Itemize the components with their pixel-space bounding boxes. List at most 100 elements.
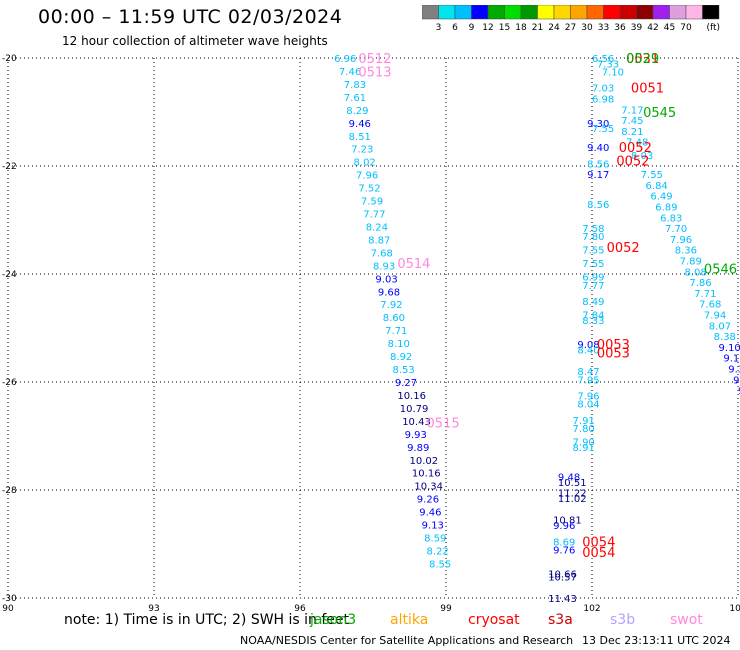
- pass-time-annotation: 0515: [427, 417, 460, 432]
- wave-height-label: 7.03: [592, 84, 614, 95]
- y-tick-label: -24: [2, 270, 17, 280]
- wave-height-label: 7.92: [380, 300, 402, 311]
- wave-height-label: 6.89: [655, 203, 677, 214]
- wave-height-label: 8.02: [354, 158, 376, 169]
- pass-time-annotation: 0545: [643, 106, 676, 121]
- wave-height-label: 7.45: [621, 116, 643, 127]
- x-tick-label: 96: [294, 604, 306, 614]
- wave-height-label: 10.43: [402, 417, 431, 428]
- wave-height-label: 9.26: [417, 495, 439, 506]
- legend-label: 33: [598, 23, 609, 31]
- wave-height-label: 8.56: [587, 159, 609, 170]
- wave-height-label: 6.49: [650, 192, 672, 203]
- wave-height-label: 8.10: [388, 339, 410, 350]
- pass-time-annotation: 0051: [631, 82, 664, 97]
- wave-height-label: 8.04: [577, 400, 599, 411]
- legend-label: 30: [581, 23, 593, 31]
- wave-height-label: 7.61: [344, 93, 366, 104]
- wave-height-label: 7.48: [626, 138, 648, 149]
- wave-height-label: 6.99: [582, 273, 604, 284]
- wave-height-label: 7.84: [582, 311, 604, 322]
- wave-height-label: 10.51: [558, 478, 587, 489]
- legend-unit: (ft): [707, 23, 721, 31]
- wave-height-label: 7.70: [665, 224, 687, 235]
- pass-time-annotation: 0053: [597, 346, 630, 361]
- wave-height-label: 7.89: [680, 257, 702, 268]
- wave-height-label: 9.27: [395, 378, 417, 389]
- wave-height-label: 8.93: [373, 261, 395, 272]
- wave-height-label: 7.17: [621, 105, 643, 116]
- wave-height-label: 8.51: [349, 132, 371, 143]
- wave-height-label: 8.03: [631, 151, 653, 162]
- legend-label: 21: [532, 23, 543, 31]
- y-tick-label: -28: [2, 486, 17, 496]
- wave-height-label: 7.68: [699, 300, 721, 311]
- x-tick-label: 102: [583, 604, 600, 614]
- legend-label: 24: [548, 23, 560, 31]
- wave-height-label: 7.83: [344, 80, 366, 91]
- x-tick-label: 105: [729, 604, 740, 614]
- legend-label: 9: [469, 23, 475, 31]
- wave-height-label: 7.96: [577, 392, 599, 403]
- wave-height-label: 7.71: [694, 289, 716, 300]
- credit-text: NOAA/NESDIS Center for Satellite Applica…: [240, 634, 574, 647]
- wave-height-label: 7.58: [582, 224, 604, 235]
- legend-label: 12: [482, 23, 493, 31]
- wave-height-label: 9.44: [738, 386, 740, 397]
- wave-height-label: 8.40: [577, 346, 599, 357]
- wave-height-label: 7.46: [339, 67, 361, 78]
- wave-height-label: 7.59: [361, 197, 383, 208]
- legend-label: 15: [499, 23, 510, 31]
- wave-height-label: 7.71: [385, 326, 407, 337]
- satellite-label-altika: altika: [390, 612, 429, 628]
- wave-height-label: 7.91: [573, 416, 595, 427]
- wave-height-label: 8.53: [392, 365, 414, 376]
- wave-height-label: 10.34: [414, 482, 443, 493]
- wave-height-label: 7.77: [363, 210, 385, 221]
- wave-height-label: 8.33: [582, 316, 604, 327]
- wave-height-label: 8.59: [424, 534, 446, 545]
- wave-height-label: 6.98: [592, 95, 614, 106]
- wave-height-label: 11.43: [548, 594, 577, 605]
- wave-height-label: 9.68: [378, 287, 400, 298]
- pass-time-annotation: 0053: [597, 338, 630, 353]
- legend-swatch: [702, 5, 720, 20]
- wave-height-label: 10.16: [397, 391, 426, 402]
- wave-height-label: 8.21: [621, 127, 643, 138]
- wave-height-label: 7.23: [351, 145, 373, 156]
- wave-height-label: 7.77: [582, 281, 604, 292]
- wave-height-label: 7.80: [582, 232, 604, 243]
- wave-height-label: 9.89: [407, 443, 429, 454]
- satellite-label-jason3: jason3: [310, 612, 357, 628]
- wave-height-label: 7.95: [577, 375, 599, 386]
- legend-label: 3: [436, 23, 442, 31]
- wave-height-label: 7.94: [704, 311, 726, 322]
- x-tick-label: 93: [148, 604, 159, 614]
- wave-height-label: 9.35: [728, 365, 740, 376]
- wave-height-label: 11.22: [558, 489, 587, 500]
- wave-height-label: 8.29: [346, 106, 368, 117]
- pass-time-annotation: 0546: [704, 263, 737, 278]
- wave-height-label: 7.96: [356, 171, 378, 182]
- wave-height-label: 10.16: [412, 469, 441, 480]
- pass-time-annotation: 0054: [582, 535, 615, 550]
- wave-height-label: 9.15: [723, 354, 740, 365]
- wave-height-label: 8.47: [577, 367, 599, 378]
- wave-height-label: 7.55: [582, 246, 604, 257]
- wave-height-label: 7.80: [573, 424, 595, 435]
- pass-time-annotation: 0052: [607, 241, 640, 256]
- wave-height-label: 9.08: [577, 340, 599, 351]
- x-tick-label: 90: [2, 604, 14, 614]
- wave-height-label: 7.10: [602, 68, 624, 79]
- wave-height-label: 8.36: [675, 246, 697, 257]
- legend-label: 18: [515, 23, 527, 31]
- pass-time-annotation: 0031: [626, 52, 659, 67]
- wave-height-label: 7.86: [689, 278, 711, 289]
- pass-time-annotation: 0052: [616, 155, 649, 170]
- wave-height-label: 9.13: [422, 521, 444, 532]
- wave-height-label: 11.02: [558, 494, 587, 505]
- y-tick-label: -26: [2, 378, 17, 388]
- satellite-label-cryosat: cryosat: [468, 612, 520, 628]
- wave-height-label: 8.08: [684, 267, 706, 278]
- wave-height-label: 6.84: [646, 181, 668, 192]
